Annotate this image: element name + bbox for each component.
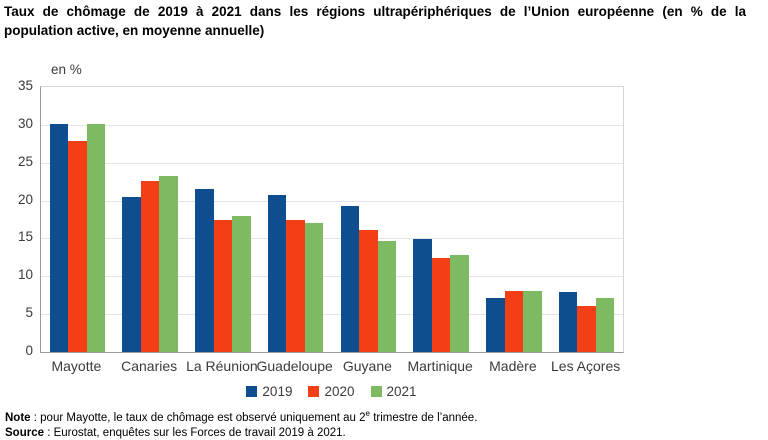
bar-2019-guadeloupe: [267, 195, 287, 352]
bar-2020-guyane: [359, 230, 378, 352]
bar-2021-la-réunion: [232, 216, 251, 352]
bar-2021-les-açores: [595, 297, 615, 352]
y-tick-label-25: 25: [17, 153, 33, 169]
gridline-25: [41, 162, 623, 164]
legend-item-2019: 2019: [246, 384, 292, 399]
legend-swatch-2019: [246, 386, 258, 397]
chart-note: Note : pour Mayotte, le taux de chômage …: [5, 406, 763, 426]
note-text-end: trimestre de l’année.: [370, 411, 478, 424]
source-label: Source: [5, 426, 44, 439]
bar-2020-martinique: [431, 258, 451, 352]
bar-2021-martinique: [450, 255, 469, 352]
gridline-15: [41, 238, 623, 240]
gridline-20: [41, 200, 623, 202]
bar-2019-mayotte: [49, 124, 69, 352]
y-axis-unit-label: en %: [51, 62, 82, 77]
gridline-30: [41, 124, 623, 126]
y-tick-label-10: 10: [17, 267, 33, 283]
note-text: : pour Mayotte, le taux de chômage est o…: [30, 411, 366, 424]
chart-title-line2: population active, en moyenne annuelle): [4, 23, 265, 38]
bar-2019-martinique: [413, 239, 432, 352]
note-label: Note: [5, 411, 31, 424]
bar-2020-canaries: [140, 180, 160, 352]
bar-2019-madère: [486, 298, 505, 352]
bar-2021-guadeloupe: [304, 222, 324, 352]
bar-2020-guadeloupe: [286, 219, 305, 352]
legend-label-2019: 2019: [262, 384, 293, 399]
y-tick-label-30: 30: [17, 115, 33, 131]
x-axis-label-guadeloupe: Guadeloupe: [256, 358, 333, 374]
y-tick-label-15: 15: [17, 229, 33, 245]
legend-item-2020: 2020: [308, 384, 355, 399]
bar-2021-canaries: [159, 176, 178, 352]
x-axis-label-la-réunion: La Réunion: [186, 358, 258, 374]
bar-2019-la-réunion: [195, 189, 214, 352]
plot-area: [40, 86, 624, 353]
chart-legend: 2019 2020 2021: [40, 384, 623, 399]
chart-title-line1: Taux de chômage de 2019 à 2021 dans les …: [4, 4, 746, 19]
y-tick-label-0: 0: [25, 343, 33, 358]
x-axis-label-madère: Madère: [489, 358, 537, 374]
bar-2021-guyane: [377, 241, 397, 352]
legend-label-2020: 2020: [324, 384, 355, 399]
x-axis-label-guyane: Guyane: [342, 358, 392, 374]
x-axis-label-canaries: Canaries: [121, 358, 178, 374]
bar-2020-la-réunion: [213, 220, 233, 352]
bar-2021-mayotte: [86, 124, 106, 352]
note-superscript: e: [365, 409, 370, 418]
legend-swatch-2020: [308, 386, 320, 397]
y-tick-label-35: 35: [17, 78, 33, 93]
legend-label-2021: 2021: [386, 384, 417, 399]
x-axis-label-les-açores: Les Açores: [550, 358, 621, 374]
gridline-5: [41, 314, 623, 316]
y-tick-label-5: 5: [25, 305, 33, 321]
bar-2019-les-açores: [558, 292, 578, 352]
legend-item-2021: 2021: [370, 384, 417, 399]
y-tick-label-20: 20: [17, 191, 33, 207]
bar-2020-les-açores: [577, 305, 596, 352]
bar-2020-mayotte: [68, 140, 87, 352]
bar-2019-guyane: [340, 205, 360, 352]
source-text: : Eurostat, enquêtes sur les Forces de t…: [44, 426, 346, 439]
chart-source: Source : Eurostat, enquêtes sur les Forc…: [5, 426, 763, 440]
legend-swatch-2021: [370, 386, 382, 397]
gridline-10: [41, 276, 623, 278]
bar-2020-madère: [504, 290, 524, 352]
chart-footer: Note : pour Mayotte, le taux de chômage …: [5, 406, 763, 440]
x-axis-label-mayotte: Mayotte: [51, 358, 102, 374]
chart-title: Taux de chômage de 2019 à 2021 dans les …: [4, 2, 746, 40]
bar-2019-canaries: [122, 196, 141, 352]
bar-2021-madère: [523, 291, 542, 352]
x-axis-label-martinique: Martinique: [407, 358, 473, 374]
